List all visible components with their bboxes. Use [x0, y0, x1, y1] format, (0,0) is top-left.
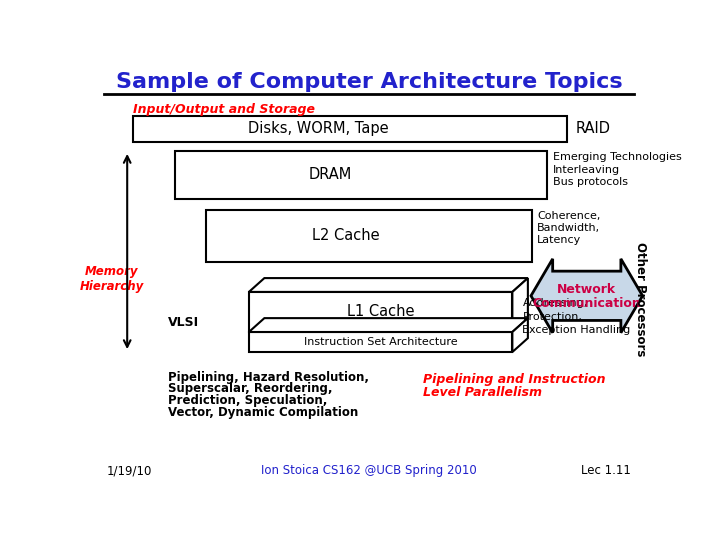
- Text: Pipelining, Hazard Resolution,: Pipelining, Hazard Resolution,: [168, 371, 369, 384]
- Text: Lec 1.11: Lec 1.11: [581, 464, 631, 477]
- Text: Prediction, Speculation,: Prediction, Speculation,: [168, 394, 327, 407]
- Polygon shape: [249, 278, 528, 292]
- Text: Vector, Dynamic Compilation: Vector, Dynamic Compilation: [168, 406, 358, 419]
- Polygon shape: [513, 318, 528, 352]
- Text: Memory
Hierarchy: Memory Hierarchy: [80, 265, 144, 293]
- Text: 1/19/10: 1/19/10: [107, 464, 153, 477]
- Text: Other Processors: Other Processors: [634, 242, 647, 357]
- Polygon shape: [531, 259, 642, 333]
- Text: L1 Cache: L1 Cache: [347, 305, 415, 320]
- Bar: [249, 292, 513, 332]
- Polygon shape: [513, 278, 528, 332]
- Bar: [175, 151, 547, 199]
- Text: Addressing,: Addressing,: [523, 299, 588, 308]
- Text: DRAM: DRAM: [309, 167, 352, 183]
- Text: RAID: RAID: [575, 121, 610, 136]
- Text: Level Parallelism: Level Parallelism: [423, 386, 542, 399]
- Text: Latency: Latency: [537, 235, 582, 245]
- Text: Communication: Communication: [532, 297, 641, 310]
- Text: Ion Stoica CS162 @UCB Spring 2010: Ion Stoica CS162 @UCB Spring 2010: [261, 464, 477, 477]
- Text: VLSI: VLSI: [168, 316, 199, 329]
- Text: Interleaving: Interleaving: [553, 165, 620, 174]
- Bar: [249, 332, 513, 352]
- Text: Disks, WORM, Tape: Disks, WORM, Tape: [248, 121, 389, 136]
- Bar: [132, 116, 567, 142]
- Polygon shape: [249, 318, 528, 332]
- Bar: [206, 210, 532, 262]
- Text: Coherence,: Coherence,: [537, 211, 600, 221]
- Text: L2 Cache: L2 Cache: [312, 228, 379, 243]
- Text: Exception Handling: Exception Handling: [523, 325, 631, 335]
- Text: Instruction Set Architecture: Instruction Set Architecture: [304, 337, 457, 347]
- Text: Network: Network: [557, 283, 616, 296]
- Text: Superscalar, Reordering,: Superscalar, Reordering,: [168, 382, 332, 395]
- Text: Protection,: Protection,: [523, 312, 582, 322]
- Text: Bandwidth,: Bandwidth,: [537, 223, 600, 233]
- Text: Input/Output and Storage: Input/Output and Storage: [132, 103, 315, 116]
- Text: Bus protocols: Bus protocols: [553, 177, 628, 187]
- Text: Pipelining and Instruction: Pipelining and Instruction: [423, 373, 606, 386]
- Text: Sample of Computer Architecture Topics: Sample of Computer Architecture Topics: [116, 72, 622, 92]
- Text: Emerging Technologies: Emerging Technologies: [553, 152, 681, 162]
